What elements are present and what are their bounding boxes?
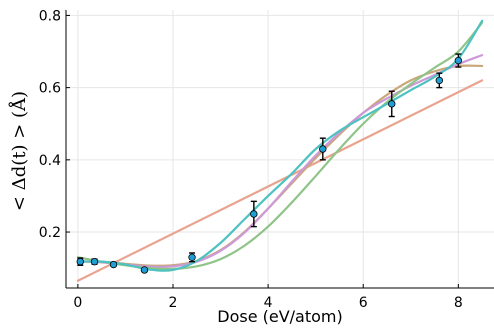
tick-labels: 0 2 4 6 8 0.2 0.4 0.6 0.8 [39, 8, 463, 311]
data-point [188, 253, 196, 262]
data-point [76, 257, 84, 266]
data-point-group [319, 137, 327, 161]
y-tick-label: 0.8 [39, 8, 61, 24]
fit-line-3 [76, 54, 484, 269]
data-point [250, 210, 258, 218]
data-point [140, 266, 149, 274]
data-point [454, 56, 463, 65]
data-point-group [435, 72, 444, 89]
fit-line-5 [76, 19, 484, 272]
axes [65, 10, 494, 289]
fit-lines [76, 19, 484, 282]
data-point-group [188, 252, 196, 263]
x-tick-label: 6 [359, 295, 368, 311]
y-tick-label: 0.4 [39, 153, 61, 169]
x-axis-label: Dose (eV/atom) [217, 307, 343, 326]
data-point [435, 76, 444, 85]
x-tick-label: 2 [169, 295, 178, 311]
data-point [90, 257, 99, 266]
y-tick-label: 0.6 [39, 81, 61, 97]
grid [66, 10, 494, 288]
data-point-group [90, 257, 99, 266]
data-point [319, 145, 327, 153]
x-tick-label: 8 [454, 295, 463, 311]
data-points [76, 53, 463, 274]
data-point [388, 100, 396, 108]
x-tick-label: 0 [73, 295, 82, 311]
fit-line-2 [76, 64, 484, 267]
x-tick-label: 4 [264, 295, 273, 311]
y-axis-label: < Δd(t) > (Å) [8, 91, 30, 211]
data-point-group [140, 266, 149, 274]
data-point-group [454, 53, 463, 68]
data-point-group [388, 90, 396, 118]
data-point-group [76, 257, 84, 266]
data-point-group [109, 260, 118, 269]
fit-line-1 [76, 79, 484, 282]
data-point [109, 260, 118, 269]
data-point-group [250, 200, 258, 228]
y-tick-label: 0.2 [39, 225, 61, 241]
